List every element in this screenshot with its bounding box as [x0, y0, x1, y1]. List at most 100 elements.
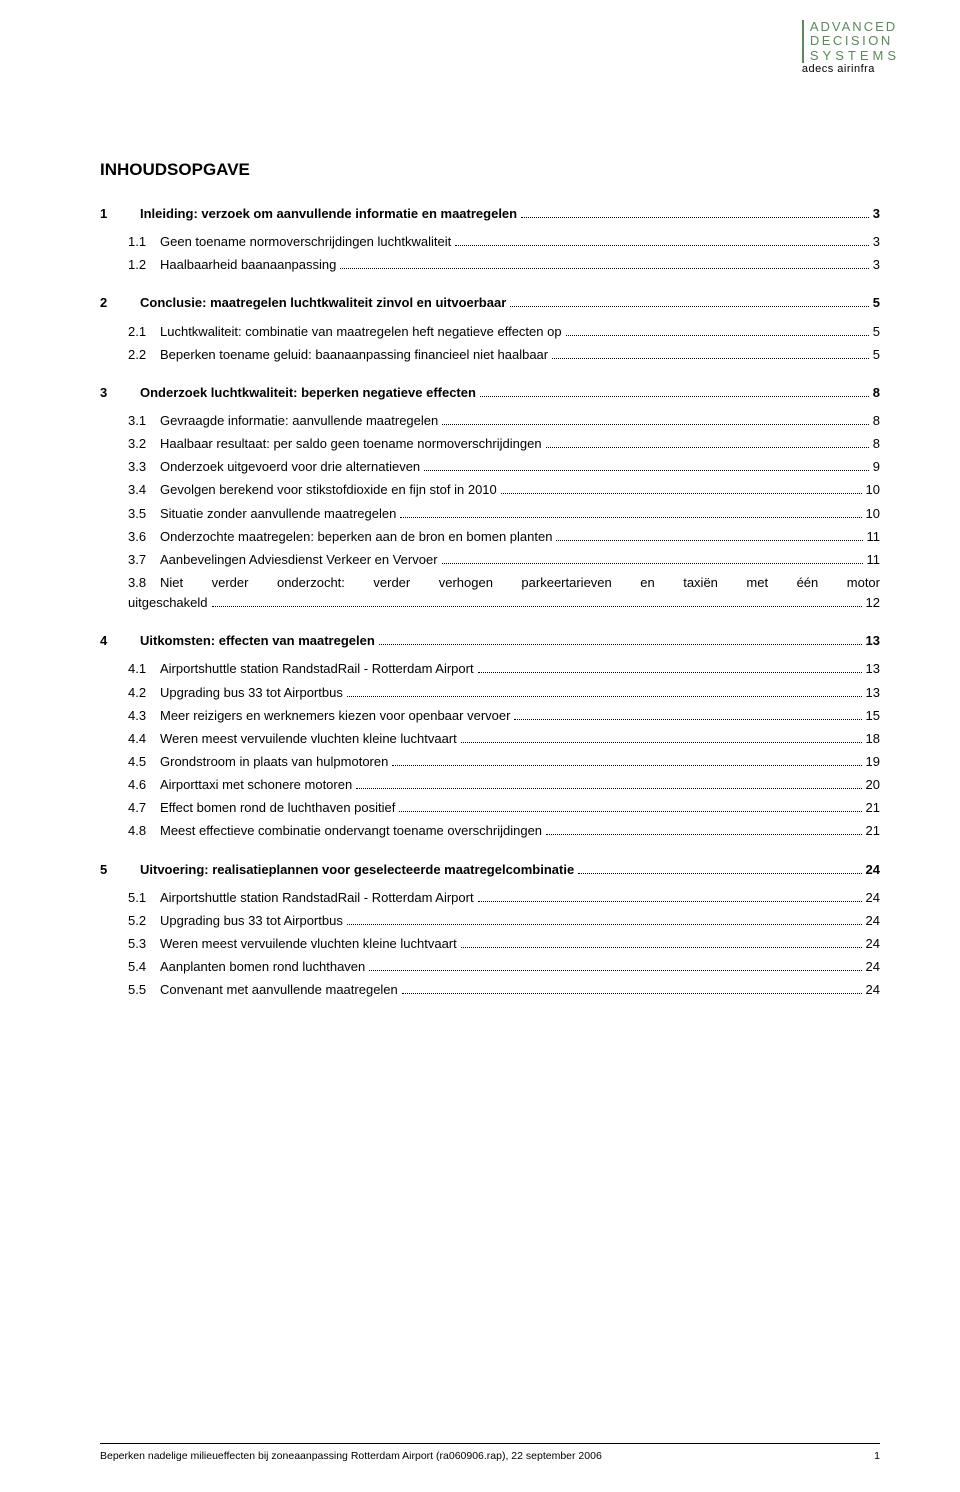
logo-text-1: ADVANCED [810, 20, 900, 34]
toc-leader [399, 802, 861, 812]
toc-page: 5 [873, 345, 880, 365]
toc-leader [578, 863, 861, 873]
toc-page: 5 [873, 322, 880, 342]
toc-entry: 2.2Beperken toename geluid: baanaanpassi… [128, 345, 880, 365]
toc-page: 21 [866, 798, 880, 818]
toc-number: 5 [100, 860, 140, 880]
toc-text: Conclusie: maatregelen luchtkwaliteit zi… [140, 293, 506, 313]
toc-text: Luchtkwaliteit: combinatie van maatregel… [160, 322, 562, 342]
toc-number: 3.2 [128, 434, 160, 454]
toc-page: 10 [866, 504, 880, 524]
toc-section: 3Onderzoek luchtkwaliteit: beperken nega… [100, 383, 880, 403]
toc-entry: 3.3Onderzoek uitgevoerd voor drie altern… [128, 457, 880, 477]
toc-leader [356, 779, 861, 789]
toc-leader [480, 386, 869, 396]
toc-number: 4.2 [128, 683, 160, 703]
toc-page: 24 [866, 980, 880, 1000]
toc-section: 4Uitkomsten: effecten van maatregelen 13 [100, 631, 880, 651]
toc-entry: 4.8Meest effectieve combinatie ondervang… [128, 821, 880, 841]
toc-number: 3.7 [128, 550, 160, 570]
toc-leader [461, 938, 862, 948]
toc-leader [424, 461, 869, 471]
toc-text: Meer reizigers en werknemers kiezen voor… [160, 706, 510, 726]
toc-number: 3.4 [128, 480, 160, 500]
toc-leader [552, 348, 869, 358]
toc-page: 18 [866, 729, 880, 749]
logo-text-3: SYSTEMS [810, 49, 900, 63]
toc-leader [566, 325, 869, 335]
toc-leader [369, 961, 861, 971]
toc-number: 4.4 [128, 729, 160, 749]
toc-number: 2.1 [128, 322, 160, 342]
toc-page: 24 [866, 911, 880, 931]
toc-leader [347, 686, 862, 696]
toc-page: 8 [873, 411, 880, 431]
page-footer: Beperken nadelige milieueffecten bij zon… [100, 1443, 880, 1462]
toc-text: Onderzoek luchtkwaliteit: beperken negat… [140, 383, 476, 403]
toc-page: 8 [873, 434, 880, 454]
toc-leader [379, 635, 862, 645]
toc-number: 1.2 [128, 255, 160, 275]
toc-number: 4 [100, 631, 140, 651]
toc-leader [442, 553, 863, 563]
toc-entry: 3.4Gevolgen berekend voor stikstofdioxid… [128, 480, 880, 500]
toc-entry: 4.2Upgrading bus 33 tot Airportbus13 [128, 683, 880, 703]
toc-page: 8 [873, 383, 880, 403]
toc-number: 5.4 [128, 957, 160, 977]
toc-number: 2.2 [128, 345, 160, 365]
toc-entry: 3.6Onderzochte maatregelen: beperken aan… [128, 527, 880, 547]
toc-page: 5 [873, 293, 880, 313]
toc-page: 24 [866, 888, 880, 908]
toc-text: Haalbaar resultaat: per saldo geen toena… [160, 434, 542, 454]
toc-page: 3 [873, 232, 880, 252]
toc-page: 19 [866, 752, 880, 772]
toc-text: Grondstroom in plaats van hulpmotoren [160, 752, 388, 772]
toc-leader [461, 732, 862, 742]
toc-entry: 5.1Airportshuttle station RandstadRail -… [128, 888, 880, 908]
toc-text: Effect bomen rond de luchthaven positief [160, 798, 395, 818]
toc-entry: 5.3Weren meest vervuilende vluchten klei… [128, 934, 880, 954]
toc-leader [347, 914, 862, 924]
toc-text: Airportshuttle station RandstadRail - Ro… [160, 888, 474, 908]
toc-entry: 4.1Airportshuttle station RandstadRail -… [128, 659, 880, 679]
document-page: ADVANCED DECISION SYSTEMS adecs airinfra… [0, 0, 960, 1492]
toc-page: 11 [867, 527, 881, 547]
toc-leader [510, 297, 869, 307]
toc-page: 24 [866, 934, 880, 954]
toc-text: Niet verder onderzocht: verder verhogen … [160, 575, 880, 590]
toc-number: 5.3 [128, 934, 160, 954]
toc-entry: 3.8Niet verder onderzocht: verder verhog… [128, 573, 880, 613]
toc-entry: 3.2Haalbaar resultaat: per saldo geen to… [128, 434, 880, 454]
toc-leader [340, 259, 868, 269]
toc-entry: 1.2Haalbaarheid baanaanpassing3 [128, 255, 880, 275]
toc-entry: 4.4Weren meest vervuilende vluchten klei… [128, 729, 880, 749]
toc-page: 3 [873, 255, 880, 275]
toc-number: 2 [100, 293, 140, 313]
toc-page: 24 [866, 957, 880, 977]
toc-number: 4.7 [128, 798, 160, 818]
toc-page: 24 [866, 860, 880, 880]
toc-text: Situatie zonder aanvullende maatregelen [160, 504, 396, 524]
toc-entry: 5.2Upgrading bus 33 tot Airportbus24 [128, 911, 880, 931]
toc-text: Uitkomsten: effecten van maatregelen [140, 631, 375, 651]
toc-leader [546, 438, 869, 448]
toc-page: 9 [873, 457, 880, 477]
toc-page: 12 [866, 593, 880, 613]
toc-text: Aanplanten bomen rond luchthaven [160, 957, 365, 977]
toc-page: 13 [866, 683, 880, 703]
toc-leader [556, 530, 862, 540]
toc-number: 5.2 [128, 911, 160, 931]
toc-page: 13 [866, 631, 880, 651]
company-logo: ADVANCED DECISION SYSTEMS adecs airinfra [802, 20, 900, 75]
toc-number: 3.1 [128, 411, 160, 431]
toc-leader [478, 663, 862, 673]
toc-entry: 5.5Convenant met aanvullende maatregelen… [128, 980, 880, 1000]
toc-entry: 4.7Effect bomen rond de luchthaven posit… [128, 798, 880, 818]
toc-text: Gevolgen berekend voor stikstofdioxide e… [160, 480, 497, 500]
toc-entry: 4.3Meer reizigers en werknemers kiezen v… [128, 706, 880, 726]
toc-text: Meest effectieve combinatie ondervangt t… [160, 821, 542, 841]
toc-page: 13 [866, 659, 880, 679]
toc-entry: 3.7Aanbevelingen Adviesdienst Verkeer en… [128, 550, 880, 570]
toc-entry: 3.1Gevraagde informatie: aanvullende maa… [128, 411, 880, 431]
toc-text: Convenant met aanvullende maatregelen [160, 980, 398, 1000]
